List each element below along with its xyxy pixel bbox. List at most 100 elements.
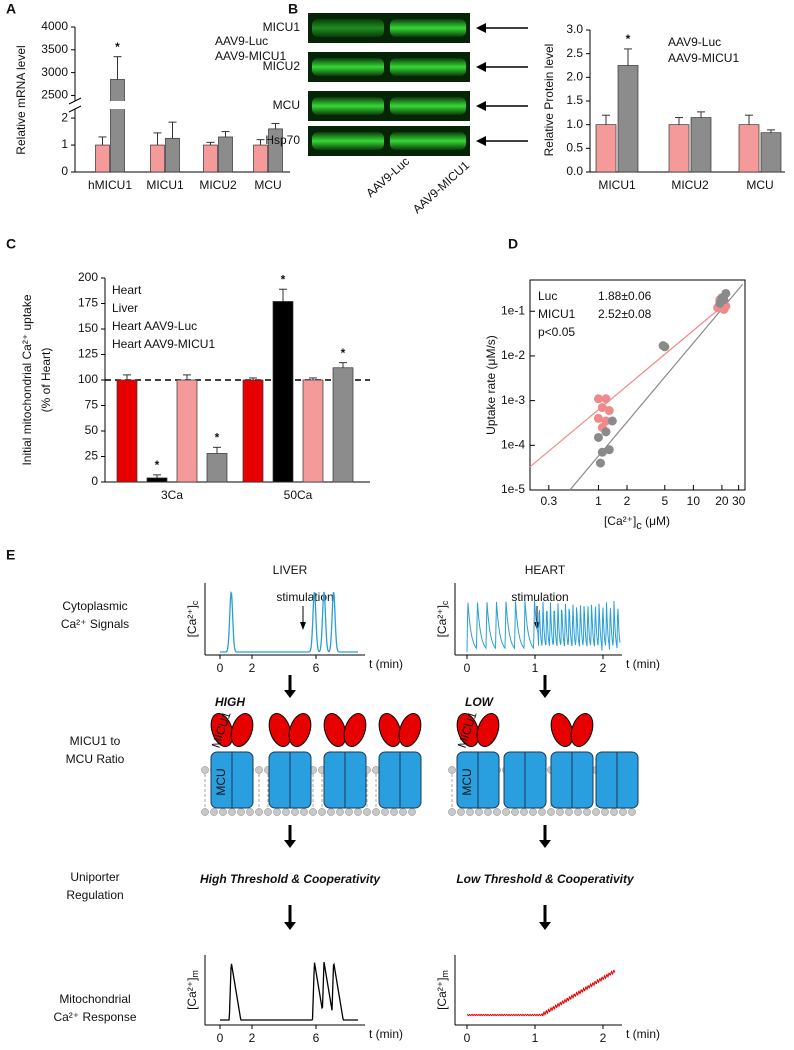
y-tick-label: 3.0: [566, 22, 583, 36]
row-label: MICU1 to: [70, 734, 121, 748]
legend-entry: AAV9-Luc: [215, 34, 268, 48]
lipid-head: [327, 808, 335, 816]
lipid-head: [201, 808, 209, 816]
axis-title-sub: m: [190, 970, 200, 978]
flow-arrowhead: [284, 840, 296, 848]
flow-arrowhead: [284, 922, 296, 930]
row-label: MCU Ratio: [66, 752, 125, 766]
y-axis-title: Initial mitochondrial Ca²⁺ uptake: [20, 294, 34, 465]
mini-x-tick-label: 0: [217, 1031, 224, 1045]
point: [593, 432, 603, 442]
x-tick-label: 50Ca: [284, 488, 313, 502]
micu1: [378, 713, 402, 747]
y-axis-title: Relative Protein level: [542, 44, 556, 157]
blot-band: [312, 58, 384, 76]
y-tick-label: 100: [78, 372, 98, 386]
point: [604, 406, 614, 416]
lipid-head: [556, 808, 564, 816]
slope-label: 1.88±0.06: [598, 289, 652, 303]
bar: [116, 379, 138, 483]
mini-x-tick-label: 2: [600, 1031, 607, 1045]
lipid-head: [448, 766, 456, 774]
lipid-head: [529, 808, 537, 816]
x-tick-label: 3Ca: [161, 488, 183, 502]
y-tick-label: 200: [78, 270, 98, 284]
slope-label: 2.52±0.08: [598, 307, 652, 321]
lipid-head: [345, 808, 353, 816]
lipid-head: [399, 808, 407, 816]
axis-title-part: [Ca²⁺]: [435, 605, 449, 637]
micu1: [288, 713, 312, 747]
axis-break: [67, 101, 290, 109]
legend-entry: Heart AAV9-MICU1: [112, 337, 215, 351]
fit-line: [569, 283, 744, 491]
flow-arrowhead: [539, 690, 551, 698]
row-label: Uniporter: [70, 870, 119, 884]
blot-band: [390, 132, 466, 150]
y-tick-label: 1e-5: [501, 482, 525, 496]
bar: [218, 136, 233, 173]
panel-label: C: [6, 236, 16, 252]
lipid-head: [336, 808, 344, 816]
significance-star: *: [215, 430, 220, 444]
axis-title-part: [Ca²⁺]: [435, 978, 449, 1010]
lipid-head: [390, 808, 398, 816]
blot-row-label: MCU: [273, 98, 300, 112]
bar: [95, 144, 110, 173]
blot-band: [312, 19, 384, 37]
ratio-label: HIGH: [215, 695, 245, 709]
point: [601, 427, 611, 437]
bar: [332, 367, 354, 483]
blot-lane-label: AAV9-Luc: [363, 154, 412, 200]
mini-x-tick-label: 2: [600, 661, 607, 675]
bar: [738, 124, 760, 173]
y-tick-label: 2: [61, 110, 68, 124]
bar: [760, 132, 782, 173]
mini-x-tick-label: 6: [313, 1031, 320, 1045]
x-tick-label: MICU2: [199, 178, 237, 192]
axis-title-part: [Ca²⁺]: [185, 978, 199, 1010]
lipid-head: [318, 808, 326, 816]
y-tick-label: 1e-3: [501, 393, 525, 407]
axis-title: [Ca²⁺]c: [435, 600, 450, 637]
lipid-head: [466, 808, 474, 816]
significance-star: *: [281, 272, 286, 286]
y-tick-label: 4000: [41, 19, 68, 33]
micu1: [456, 713, 480, 747]
protein-label: MCU: [214, 768, 228, 795]
mini-x-axis-title: t (min): [626, 1027, 660, 1041]
break-mark: [68, 105, 82, 113]
lipid-head: [574, 808, 582, 816]
bar: [595, 124, 617, 173]
y-axis-title: Uptake rate (μM/s): [484, 335, 498, 435]
mini-x-tick-label: 2: [249, 661, 256, 675]
y-tick-label: 0: [61, 164, 68, 178]
y-tick-label: 75: [85, 398, 99, 412]
significance-star: *: [115, 40, 120, 54]
bar: [690, 117, 712, 173]
micu1: [570, 713, 594, 747]
x-tick-label: 30: [732, 494, 746, 508]
axis-title-sub: m: [440, 970, 450, 978]
panel-label: B: [288, 1, 298, 17]
mini-x-tick-label: 6: [313, 661, 320, 675]
bar: [110, 79, 125, 173]
blot-band: [312, 132, 384, 150]
axis-title-sub: c: [190, 600, 200, 605]
legend-entry: Liver: [112, 301, 138, 315]
micu1: [550, 713, 574, 747]
bar: [206, 453, 228, 483]
y-tick-label: 1: [61, 137, 68, 151]
point: [597, 447, 607, 457]
micu1: [268, 713, 292, 747]
micu1: [343, 713, 367, 747]
blot-band: [390, 97, 466, 115]
bar: [302, 379, 324, 483]
cyto-trace: [220, 590, 358, 653]
blot-band: [390, 19, 466, 37]
blot-row-label: MICU2: [263, 59, 301, 73]
y-tick-label: 3000: [41, 65, 68, 79]
lipid-head: [484, 808, 492, 816]
mito-trace: [220, 961, 358, 1021]
y-tick-label: 3500: [41, 42, 68, 56]
